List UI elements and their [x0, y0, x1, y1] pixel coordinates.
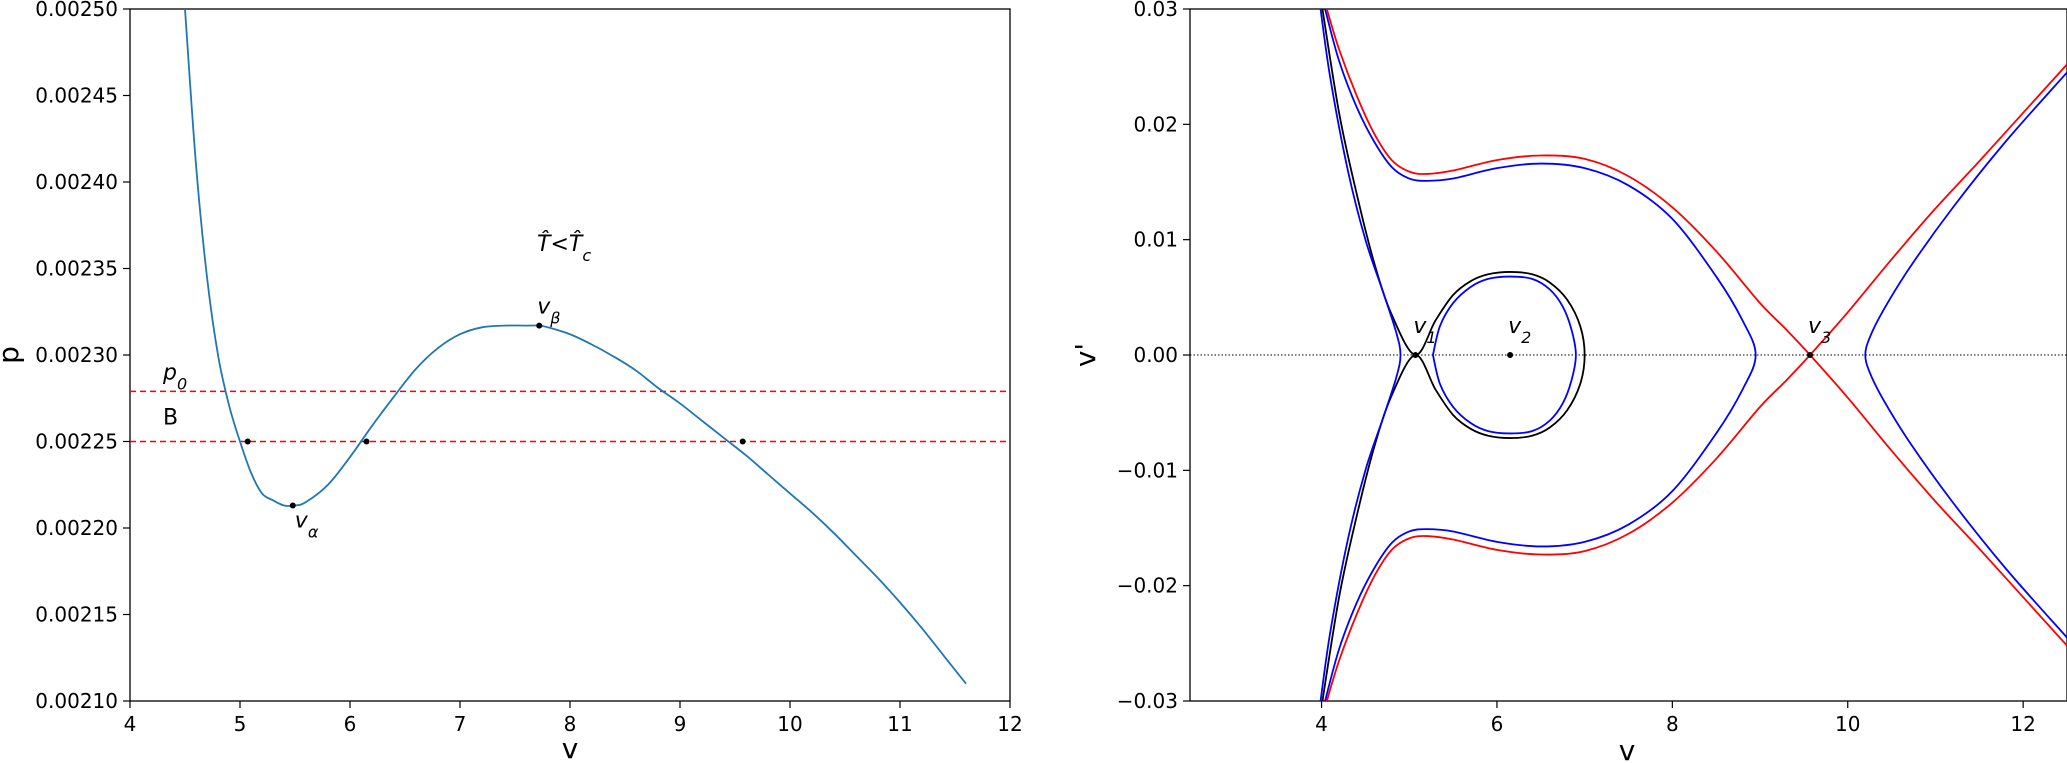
y-tick-label: 0.00220 [35, 516, 118, 540]
left-ylabel: p [0, 346, 25, 364]
left-xlabel: v [562, 732, 579, 763]
temperature-condition: T̂<T̂c [537, 231, 591, 265]
x-tick-label: 4 [1315, 712, 1328, 736]
plot-area [1190, 9, 2067, 701]
x-tick-label: 5 [234, 712, 247, 736]
x-tick-label: 10 [1835, 712, 1860, 736]
y-tick-label: −0.02 [1117, 574, 1178, 598]
series-line [1432, 275, 1577, 435]
y-tick-label: 0.00250 [35, 0, 118, 21]
series-line [1324, 9, 1757, 701]
y-tick-label: 0.01 [1133, 228, 1178, 252]
v-beta-label: vβ [537, 295, 560, 328]
y-tick-label: 0.00225 [35, 430, 118, 454]
data-point [739, 438, 746, 445]
x-tick-label: 12 [2010, 712, 2035, 736]
y-tick-label: 0.00245 [35, 84, 118, 108]
series-line [184, 9, 967, 685]
y-tick-label: 0.00240 [35, 170, 118, 194]
y-tick-label: −0.01 [1117, 458, 1178, 482]
right-ylabel: v' [1069, 343, 1102, 367]
phase-portrait-plot: 4 6 8 10 12 −0.03 −0.02 −0.01 0.00 0.01 0.02 0.03 v… [1069, 0, 2067, 763]
left-plot-frame [129, 8, 1011, 702]
series-line [1319, 9, 1402, 701]
data-point [289, 502, 296, 509]
series-line [1321, 9, 1586, 701]
series-line [1325, 63, 2067, 701]
series-line [1325, 9, 2067, 647]
series-line [1864, 71, 2067, 639]
x-tick-label: 6 [1491, 712, 1504, 736]
pressure-volume-plot: 4 5 6 7 8 9 10 11 12 0.00210 0.00215 0.00220 0.00225… [0, 0, 1023, 763]
data-point [1412, 352, 1419, 358]
B-label: B [163, 406, 178, 431]
x-tick-label: 8 [1666, 712, 1679, 736]
x-tick-label: 4 [124, 712, 137, 736]
x-tick-label: 10 [777, 712, 802, 736]
y-tick-label: 0.00230 [35, 343, 118, 367]
data-point [1507, 352, 1514, 358]
y-tick-label: −0.03 [1117, 689, 1178, 713]
v3-label: v3 [1808, 314, 1831, 347]
x-tick-label: 9 [674, 712, 687, 736]
y-tick-label: 0.00215 [35, 603, 118, 627]
v1-label: v1 [1413, 314, 1436, 347]
x-tick-label: 7 [454, 712, 467, 736]
data-point [363, 438, 370, 445]
v2-label: v2 [1508, 314, 1531, 347]
right-plot-ticks: 4 6 8 10 12 −0.03 −0.02 −0.01 0.00 0.01 0.02 0.03 [1117, 0, 2036, 736]
x-tick-label: 12 [997, 712, 1022, 736]
right-plot-lines [1190, 9, 2067, 701]
right-xlabel: v [1619, 734, 1636, 763]
y-tick-label: 0.00 [1133, 343, 1178, 367]
x-tick-label: 6 [344, 712, 357, 736]
y-tick-label: 0.00210 [35, 689, 118, 713]
data-point [536, 322, 543, 329]
x-tick-label: 11 [887, 712, 912, 736]
data-point [244, 438, 251, 445]
plot-area [130, 9, 1010, 685]
y-tick-label: 0.02 [1133, 112, 1178, 136]
y-tick-label: 0.00235 [35, 257, 118, 281]
p0-label: p0 [162, 360, 187, 393]
data-point [1807, 352, 1814, 358]
left-plot-lines [130, 9, 1010, 685]
v-alpha-label: vα [295, 509, 319, 542]
y-tick-label: 0.03 [1133, 0, 1178, 21]
right-annotations: v1 v2 v3 [1413, 314, 1831, 347]
left-plot-ticks: 4 5 6 7 8 9 10 11 12 0.00210 0.00215 0.00220 0.00225… [35, 0, 1022, 736]
x-tick-label: 8 [564, 712, 577, 736]
left-annotations: vα vβ p0 B T̂<T̂c [162, 231, 591, 541]
